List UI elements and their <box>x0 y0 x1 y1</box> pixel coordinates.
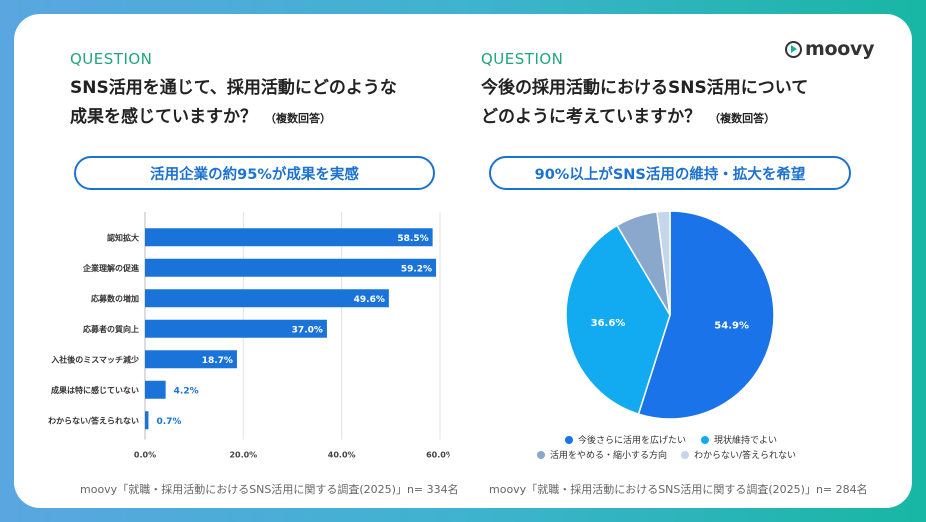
pie-value-label: 36.6% <box>591 318 626 329</box>
right-source: moovy「就職・採用活動におけるSNS活用に関する調査(2025)」n= 28… <box>489 483 868 496</box>
bar-value-label: 37.0% <box>292 325 323 335</box>
x-tick-label: 20.0% <box>229 451 257 460</box>
x-tick-label: 60.0% <box>426 451 450 460</box>
right-title-line2: どのように考えていますか？ <box>481 107 702 127</box>
right-title-line2-wrap: どのように考えていますか？ （複数回答） <box>481 103 808 133</box>
legend-swatch <box>565 435 573 444</box>
legend-swatch <box>537 450 545 459</box>
right-question-label: QUESTION <box>481 50 564 68</box>
x-tick-label: 40.0% <box>328 451 356 460</box>
bar <box>145 319 327 338</box>
bar-value-label: 58.5% <box>397 234 428 244</box>
bar-value-label: 0.7% <box>156 417 181 427</box>
legend-item-2: 活用をやめる・縮小する方向 <box>537 448 667 461</box>
pie-slice <box>637 210 775 420</box>
play-icon <box>785 40 802 58</box>
pie-chart: 54.9% 36.6% <box>565 210 775 420</box>
pie-value-label: 54.9% <box>714 321 749 332</box>
legend-label: わからない/答えられない <box>694 451 797 461</box>
bar <box>145 350 237 369</box>
category-label: 応募者の質向上 <box>83 324 139 334</box>
left-source: moovy「就職・採用活動におけるSNS活用に関する調査(2025)」n= 33… <box>80 483 459 496</box>
left-title-note: （複数回答） <box>265 112 331 125</box>
legend-item-3: わからない/答えられない <box>681 448 796 461</box>
left-headline: 活用企業の約95%が成果を実感 <box>74 156 435 190</box>
left-title-line2-wrap: 成果を感じていますか？ （複数回答） <box>70 103 397 133</box>
legend-item-1: 現状維持でよい <box>701 433 777 446</box>
right-headline: 90%以上がSNS活用の維持・拡大を希望 <box>489 156 851 190</box>
category-label: わからない/答えられない <box>48 415 139 425</box>
right-title-note: （複数回答） <box>709 112 776 125</box>
bar-value-label: 49.6% <box>354 295 385 305</box>
bar <box>145 258 437 277</box>
bar-chart: 0.0% 20.0% 40.0% 60.0% 認知拡大 58.5% 企業理解の促進 59.2%… <box>48 212 450 460</box>
bar-value-label: 59.2% <box>401 264 432 274</box>
legend-item-0: 今後さらに活用を広げたい <box>565 433 686 446</box>
pie-slice <box>656 210 671 316</box>
legend-swatch <box>681 450 689 459</box>
bar <box>145 289 389 308</box>
category-label: 企業理解の促進 <box>82 263 139 273</box>
category-label: 応募数の増加 <box>91 293 139 303</box>
right-question-title: 今後の採用活動におけるSNS活用について どのように考えていますか？ （複数回答） <box>481 74 808 133</box>
legend-label: 今後さらに活用を広げたい <box>578 436 687 446</box>
left-title-line1: SNS活用を通じて、採用活動にどのような <box>70 78 397 98</box>
bar-value-label: 18.7% <box>202 356 233 366</box>
left-question-label: QUESTION <box>70 50 153 68</box>
bar <box>145 411 149 430</box>
category-label: 認知拡大 <box>107 232 139 242</box>
pie-slice <box>565 224 671 416</box>
category-label: 入社後のミスマッチ減少 <box>50 354 139 364</box>
legend-label: 現状維持でよい <box>714 436 778 446</box>
legend-swatch <box>701 435 709 444</box>
pie-legend: 今後さらに活用を広げたい 現状維持でよい 活用をやめる・縮小する方向 わからない… <box>537 433 855 463</box>
left-title-line2: 成果を感じていますか？ <box>70 107 257 127</box>
bar-value-label: 4.2% <box>174 386 199 396</box>
x-tick-label: 0.0% <box>134 451 156 460</box>
right-title-line1: 今後の採用活動におけるSNS活用について <box>481 78 809 98</box>
bar <box>145 380 166 399</box>
bar <box>145 228 433 247</box>
logo-text: moovy <box>805 38 875 60</box>
left-question-title: SNS活用を通じて、採用活動にどのような 成果を感じていますか？ （複数回答） <box>70 74 397 133</box>
legend-label: 活用をやめる・縮小する方向 <box>550 451 668 461</box>
category-label: 成果は特に感じていない <box>51 385 139 395</box>
moovy-logo: moovy <box>785 38 874 60</box>
